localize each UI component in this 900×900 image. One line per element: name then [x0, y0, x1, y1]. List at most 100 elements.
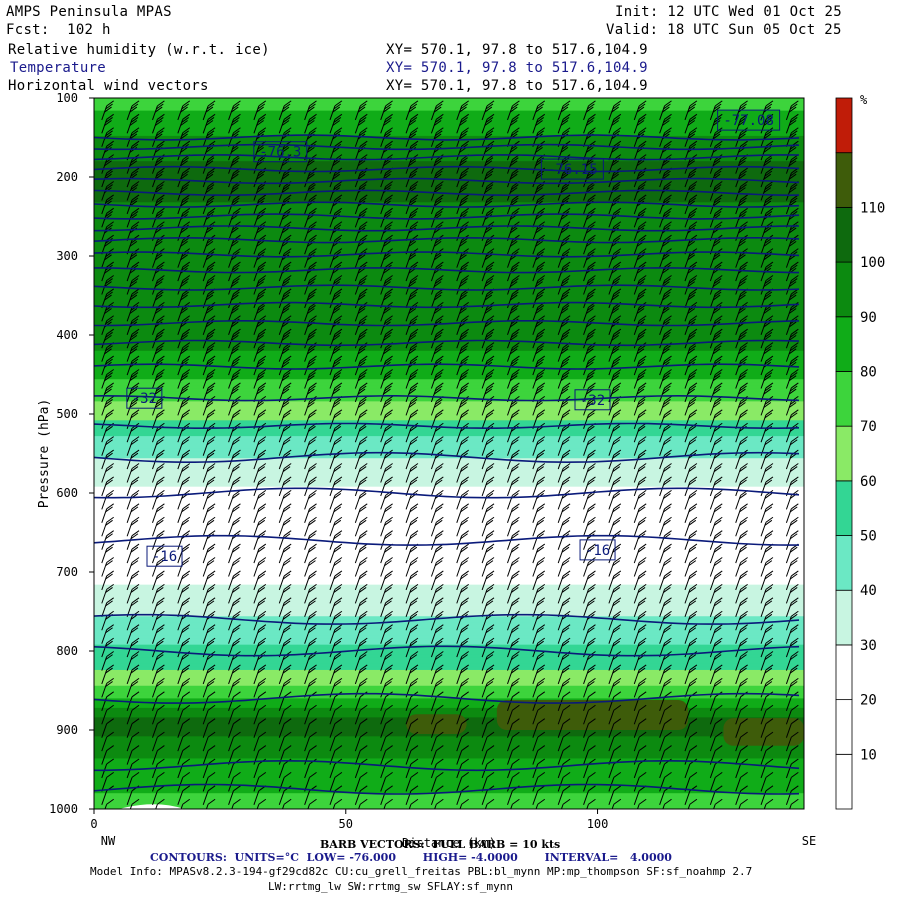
wind-barb [608, 275, 622, 295]
wind-barb [405, 731, 419, 752]
wind-barb [354, 301, 368, 322]
wind-barb [304, 731, 317, 752]
colorbar-swatch [835, 425, 853, 482]
wind-barb [101, 718, 114, 738]
contour-label-layer: -76.3 -76.15 -77.08 -32 -32 -16 -16 [126, 109, 781, 567]
wind-barb [532, 704, 546, 725]
wind-barb [583, 745, 596, 765]
wind-barb [405, 624, 419, 644]
wind-barb [735, 409, 748, 429]
wind-barb [177, 664, 191, 685]
rh-band [94, 189, 804, 194]
wind-barb [380, 463, 393, 483]
field-wind-xy: XY= 570.1, 97.8 to 517.6,104.9 [386, 78, 648, 94]
wind-barb [608, 503, 622, 523]
wind-barb [155, 798, 165, 809]
wind-barb [278, 704, 292, 725]
wind-barb [633, 543, 647, 564]
wind-barb [253, 382, 267, 403]
wind-barb [633, 395, 647, 416]
model-name: AMPS Peninsula MPAS [6, 4, 172, 20]
wind-barb [735, 543, 748, 564]
wind-barb [557, 745, 571, 765]
wind-barb [684, 463, 698, 483]
wind-barb [709, 718, 723, 738]
wind-barb [228, 315, 241, 335]
wind-barb [253, 369, 267, 389]
rh-band [94, 360, 804, 365]
wind-barb [481, 664, 495, 685]
wind-barb [583, 704, 596, 725]
wind-barb [507, 664, 520, 685]
wind-barb [735, 677, 748, 698]
wind-barb [202, 275, 216, 295]
wind-barb [126, 704, 140, 725]
isotherm-lower [94, 645, 800, 657]
terrain [119, 804, 185, 809]
wind-barb [253, 771, 267, 792]
rh-band [94, 426, 804, 431]
wind-barb [228, 785, 241, 805]
rh-band [94, 385, 804, 390]
wind-barb [202, 127, 216, 147]
wind-barb [608, 731, 622, 752]
wind-barb [532, 570, 546, 591]
contour-label-box [126, 387, 163, 409]
wind-barb [278, 731, 292, 752]
wind-barb [633, 288, 647, 309]
wind-barb [709, 785, 723, 805]
wind-barb [332, 798, 343, 809]
wind-barb [659, 503, 672, 523]
wind-barb [354, 731, 368, 752]
colorbar-tick-label: 10 [860, 747, 877, 763]
colorbar-tick-label: 30 [860, 638, 877, 654]
wind-barb [126, 570, 140, 591]
rh-band [94, 647, 804, 652]
wind-barb [507, 113, 520, 134]
wind-barb [101, 745, 114, 765]
wind-barb [177, 127, 191, 147]
wind-barb [456, 530, 469, 550]
wind-barb [684, 718, 698, 738]
wind-barb [380, 113, 393, 134]
wind-barb [430, 530, 444, 550]
wind-barb [152, 677, 165, 698]
wind-barb [354, 181, 368, 201]
wind-barb [430, 463, 444, 483]
wind-barb [152, 516, 165, 537]
wind-barb [557, 718, 571, 738]
wind-barb [405, 664, 419, 685]
wind-barb [684, 597, 698, 617]
rh-band [94, 98, 804, 102]
wind-barb [633, 436, 647, 456]
wind-barb [709, 570, 723, 591]
wind-barb [735, 731, 748, 752]
rh-band [94, 780, 804, 785]
wind-barb [735, 664, 748, 685]
wind-barb [405, 113, 419, 134]
wind-barb [684, 382, 698, 403]
wind-barb [760, 718, 774, 738]
isotherm-lower [94, 534, 799, 546]
wind-barb [430, 583, 444, 604]
wind-barb [278, 691, 292, 711]
rh-band [94, 786, 804, 791]
wind-barb [152, 691, 165, 711]
wind-barb [583, 691, 596, 711]
wind-barb [659, 677, 672, 698]
wind-barb [430, 369, 444, 389]
wind-barb [304, 664, 317, 685]
wind-barb [481, 731, 495, 752]
rh-band [94, 771, 804, 775]
wind-barb [735, 758, 748, 779]
wind-barb [152, 100, 165, 121]
wind-barb [557, 328, 571, 349]
wind-barb [405, 557, 419, 577]
wind-barb [101, 382, 114, 403]
rh-band [94, 151, 804, 156]
wind-barb [583, 718, 596, 738]
wind-barb [456, 194, 469, 215]
rh-band [94, 129, 804, 134]
wind-barb [785, 369, 799, 389]
wind-barb [507, 651, 520, 671]
